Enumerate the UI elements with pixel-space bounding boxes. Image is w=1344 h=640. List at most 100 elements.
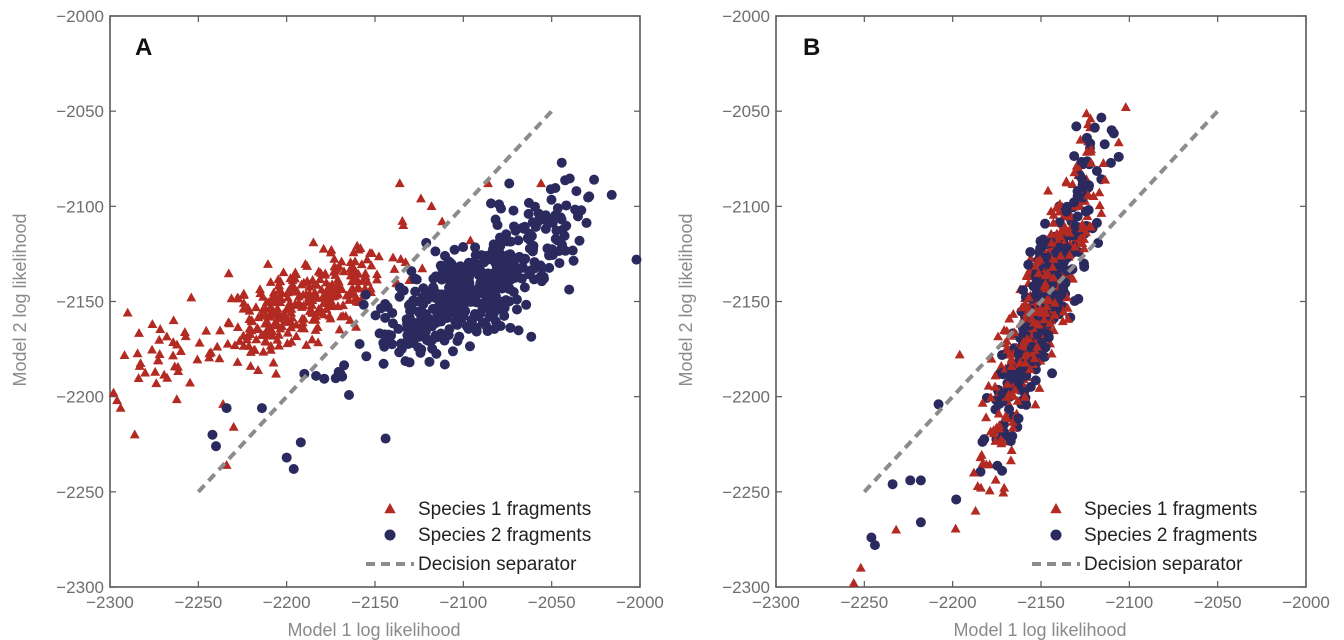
species-2-point [527, 246, 538, 257]
species-2-point [1061, 206, 1072, 217]
x-tick-label: −2050 [1194, 593, 1242, 612]
species-2-point [430, 246, 441, 257]
species-1-point [255, 284, 265, 294]
species-1-point [994, 423, 1005, 433]
species-1-point [1048, 272, 1059, 282]
species-2-point [437, 263, 448, 274]
species-1-point [180, 331, 191, 341]
species-1-point [253, 324, 264, 334]
species-1-point [161, 331, 172, 341]
panel-b: −2300 −2250 −2200 −2150 −2100 −2050 −2000 −2300… [676, 7, 1330, 640]
species-1-point [993, 331, 1004, 341]
species-2-point [467, 296, 478, 307]
species-1-point [272, 296, 283, 306]
species-2-point [1013, 413, 1024, 424]
species-2-point [474, 282, 485, 293]
species-2-point [905, 475, 916, 486]
species-1-point [297, 313, 308, 323]
species-2-point [436, 316, 447, 327]
species-2-point [339, 360, 350, 371]
species-2-point [378, 338, 389, 349]
species-1-point [245, 361, 256, 370]
species-2-point [496, 203, 507, 214]
species-1-point [346, 276, 357, 286]
species-1-point [147, 344, 157, 354]
species-1-point [329, 253, 340, 263]
species-2-point [1072, 211, 1083, 222]
species-2-point [564, 284, 575, 295]
species-1-point [326, 244, 337, 254]
species-2-point [951, 494, 962, 505]
species-2-point [519, 282, 530, 293]
species-1-point [224, 318, 235, 328]
species-2-point [458, 242, 469, 253]
species-1-point [990, 474, 1001, 484]
species-1-point [1005, 455, 1016, 465]
species-2-point [1099, 139, 1110, 150]
species-2-point [606, 189, 617, 200]
species-1-point [133, 373, 144, 383]
species-1-point [206, 347, 216, 357]
species-1-point [1094, 187, 1105, 197]
species-1-point [321, 277, 332, 287]
species-1-point [388, 252, 398, 262]
species-1-point [349, 269, 360, 279]
species-1-point [981, 459, 992, 469]
species-1-point [246, 315, 257, 325]
species-1-point [1047, 261, 1058, 271]
species-2-point [431, 348, 442, 359]
species-1-point [222, 338, 233, 348]
species-2-point [544, 262, 555, 273]
species-1-point [1030, 399, 1041, 409]
species-1-point [1045, 318, 1055, 328]
species-2-point [544, 249, 555, 260]
species-1-point [268, 287, 279, 297]
species-2-point [915, 475, 926, 486]
legend-label-species-2: Species 2 fragments [418, 525, 591, 546]
species-1-point [1120, 102, 1131, 111]
species-2-point [1013, 377, 1024, 388]
y-tick-label: −2300 [56, 578, 104, 597]
species-2-point [477, 302, 488, 313]
species-2-point [516, 273, 527, 284]
species-1-point [263, 311, 274, 321]
species-2-point [546, 194, 557, 205]
species-1-point [244, 305, 255, 315]
species-2-point [455, 286, 466, 297]
species-1-point [232, 292, 243, 302]
legend-label-separator: Decision separator [418, 554, 577, 575]
x-tick-label: −2200 [263, 593, 311, 612]
species-1-point [1063, 313, 1074, 323]
species-1-point [313, 337, 324, 347]
species-2-point [567, 245, 578, 256]
y-tick-label: −2300 [722, 578, 770, 597]
species-1-point [1062, 292, 1072, 302]
species-2-point [361, 351, 372, 362]
species-2-point [482, 326, 493, 337]
species-2-point [499, 262, 510, 273]
species-1-point [286, 322, 296, 332]
species-1-point [296, 323, 307, 332]
species-1-point [249, 344, 259, 354]
species-1-point [353, 281, 364, 291]
species-2-point [545, 184, 556, 195]
species-1-point [1025, 364, 1035, 374]
species-2-point [486, 301, 497, 312]
species-1-point [855, 562, 866, 572]
species-1-point [1057, 316, 1068, 326]
species-1-point [1100, 174, 1111, 184]
species-1-point [1019, 302, 1029, 311]
species-1-point [286, 303, 297, 313]
species-1-point [232, 357, 243, 366]
species-1-point [1033, 268, 1044, 278]
species-2-point [543, 215, 554, 226]
species-1-point [1061, 177, 1072, 187]
species-1-point [417, 263, 428, 273]
species-2-point [933, 399, 944, 410]
species-2-point [473, 265, 484, 276]
species-1-point [282, 327, 293, 337]
x-tick-label: −2100 [439, 593, 487, 612]
species-2-point [526, 331, 537, 342]
species-1-point [277, 288, 287, 298]
species-1-point [291, 319, 302, 329]
